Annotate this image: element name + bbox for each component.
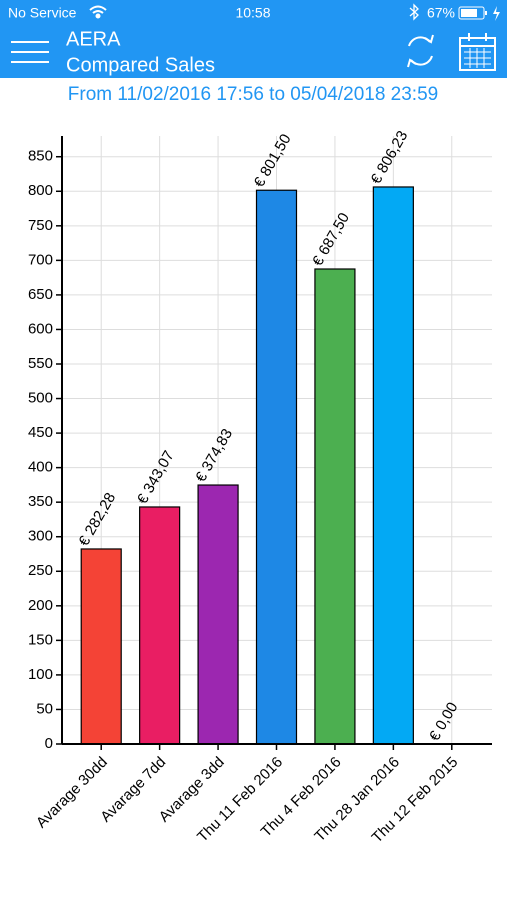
value-label: € 806,23 (368, 128, 412, 187)
y-tick-label: 500 (28, 390, 53, 407)
carrier: No Service (8, 5, 77, 21)
value-label: € 801,50 (251, 131, 295, 190)
y-tick-label: 600 (28, 320, 53, 337)
y-tick-label: 650 (28, 286, 53, 303)
y-tick-label: 750 (28, 217, 53, 234)
y-tick-label: 250 (28, 562, 53, 579)
refresh-button[interactable] (407, 34, 434, 68)
page-title: Compared Sales (66, 54, 215, 76)
y-tick-label: 200 (28, 597, 53, 614)
bar (80, 548, 122, 745)
battery-level: 67% (427, 5, 455, 21)
bar (255, 189, 298, 745)
bar (372, 186, 414, 745)
y-tick-label: 700 (28, 251, 53, 268)
y-tick-label: 100 (28, 666, 53, 683)
y-tick-label: 150 (28, 631, 53, 648)
y-tick-label: 300 (28, 528, 53, 545)
menu-button[interactable] (11, 41, 49, 63)
value-label: € 343,07 (134, 448, 178, 507)
bar (139, 506, 181, 745)
value-label: € 374,83 (192, 426, 236, 485)
y-tick-label: 550 (28, 355, 53, 372)
y-tick-label: 400 (28, 459, 53, 476)
y-tick-label: 350 (28, 493, 53, 510)
bar (197, 484, 239, 745)
app-name: AERA (66, 28, 121, 50)
y-tick-label: 50 (36, 700, 53, 717)
bar (314, 268, 356, 745)
clock: 10:58 (235, 5, 270, 21)
x-tick-label: Avarage 30dd (33, 754, 111, 832)
wifi-icon (89, 5, 107, 19)
y-tick-label: 800 (28, 182, 53, 199)
calendar-button[interactable] (459, 33, 496, 71)
y-tick-label: 850 (28, 148, 53, 165)
value-label: € 0,00 (426, 699, 462, 744)
y-tick-label: 0 (45, 735, 53, 752)
chart-subtitle: From 11/02/2016 17:56 to 05/04/2018 23:5… (68, 84, 438, 105)
battery-icon (458, 6, 500, 21)
bluetooth-icon (409, 3, 419, 21)
value-label: € 282,28 (75, 490, 119, 549)
y-tick-label: 450 (28, 424, 53, 441)
